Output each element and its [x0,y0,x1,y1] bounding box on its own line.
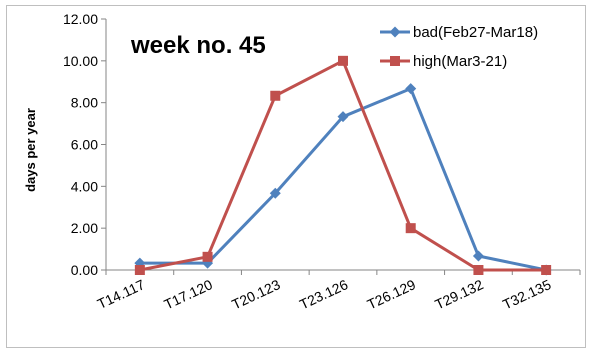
data-point [473,265,484,275]
x-tick-label: T29.132 [432,276,486,312]
y-tick-label: 8.00 [71,95,98,111]
data-point [270,90,281,101]
legend-label: high(Mar3-21) [413,53,507,70]
y-tick-label: 2.00 [71,220,98,236]
legend-marker [389,26,401,38]
data-point [269,187,281,199]
data-point [338,55,348,66]
data-point [134,265,145,275]
x-tick-label: T17.120 [162,276,216,312]
y-axis-label: days per year [23,108,38,192]
series-line-1 [139,59,547,272]
x-tick-label: T32.135 [500,276,554,312]
x-tick-labels: T14.117 T17.120 T20.123 T23.126 T26.129 T29.1… [95,276,554,312]
series-group [134,55,552,276]
legend-label: bad(Feb27-Mar18) [413,24,538,41]
y-tick-labels: 0.00 2.00 4.00 6.00 8.00 10.00 12.00 [63,11,98,278]
y-tick-label: 12.00 [63,11,98,27]
data-point [405,223,416,234]
x-tick-label: T26.129 [365,276,419,312]
x-tick-label: T23.126 [297,276,351,312]
legend-marker [390,56,400,66]
legend: bad(Feb27-Mar18) high(Mar3-21) [380,24,538,70]
data-point [541,265,552,275]
y-tick-label: 10.00 [63,53,98,69]
data-point [337,111,349,123]
data-point [472,250,484,262]
y-tick-label: 6.00 [71,137,98,153]
chart-frame [6,5,586,348]
data-point [202,251,213,262]
data-point [405,83,417,95]
x-tick-label: T20.123 [229,276,283,312]
x-tick-label: T14.117 [95,276,148,312]
y-tick-label: 0.00 [71,262,98,278]
chart-title: week no. 45 [130,32,266,59]
y-tick-label: 4.00 [71,178,98,194]
